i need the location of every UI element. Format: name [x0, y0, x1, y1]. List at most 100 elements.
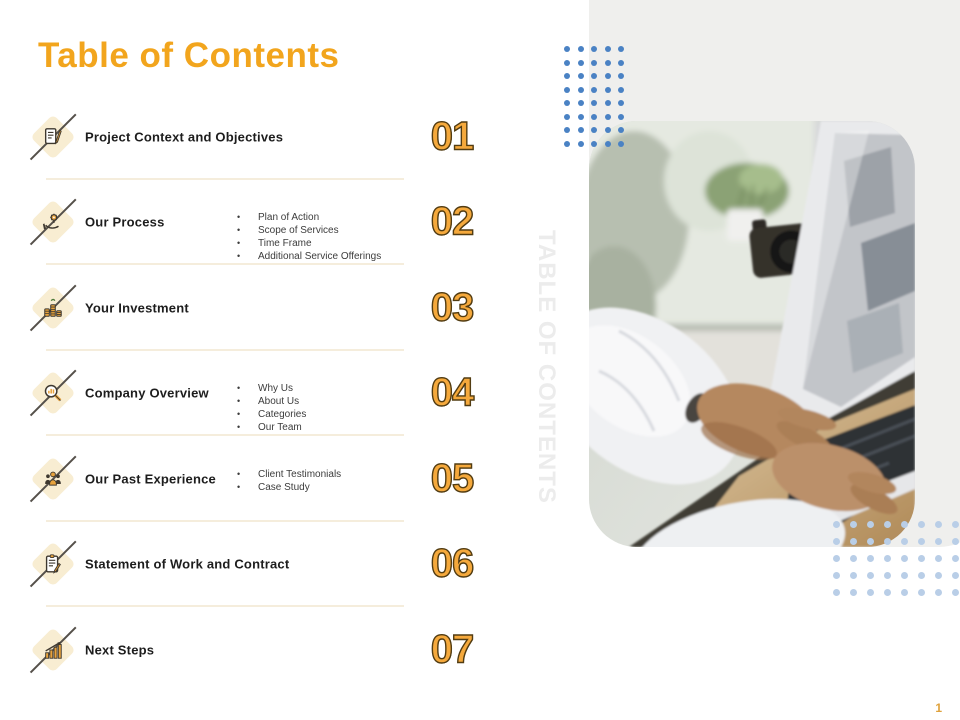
- dot: [591, 100, 597, 106]
- dot: [604, 73, 611, 79]
- item-number: 06: [430, 541, 475, 586]
- dot: [952, 555, 959, 562]
- team-icon: [29, 455, 77, 502]
- dot: [564, 113, 570, 120]
- dot: [618, 46, 624, 52]
- item-number: 05: [430, 456, 475, 501]
- dot: [577, 46, 584, 52]
- dot: [564, 100, 570, 106]
- clipboard-pencil-icon: [29, 113, 77, 160]
- dot: [618, 100, 624, 106]
- dot: [604, 113, 611, 120]
- item-number: 01: [430, 114, 475, 159]
- dot: [918, 521, 925, 528]
- dot: [935, 572, 942, 579]
- dot: [618, 140, 624, 147]
- coin-stacks-icon: [29, 284, 77, 331]
- item-sub-bullets: • Why Us • About Us • Categories • Our Team: [237, 382, 306, 434]
- item-label: Next Steps: [85, 642, 155, 658]
- dot: [850, 589, 857, 596]
- dot: [833, 521, 840, 528]
- growth-bars-icon: [29, 626, 77, 673]
- row-divider: [46, 519, 404, 522]
- contract-pen-icon: [29, 540, 77, 588]
- row-divider: [46, 434, 404, 436]
- dot: [935, 589, 942, 596]
- item-sub-bullets: • Plan of Action • Scope of Services • Time F…: [237, 211, 381, 263]
- row-divider: [46, 263, 404, 265]
- dot: [850, 572, 857, 579]
- dot: [604, 140, 611, 147]
- item-label: Company Overview: [85, 385, 209, 401]
- item-label: Our Process: [85, 214, 165, 230]
- dot: [918, 555, 925, 562]
- dot: [901, 521, 908, 528]
- item-label: Your Investment: [85, 300, 189, 316]
- sub-bullet: • Our Team: [237, 422, 302, 434]
- dot: [884, 555, 891, 562]
- dot: [867, 521, 874, 528]
- dot: [564, 86, 570, 93]
- laptop-photo-illustration: DELL: [589, 121, 915, 547]
- item-number: 02: [430, 199, 475, 244]
- sub-bullet: • Client Testimonials: [237, 468, 342, 480]
- item-number: 04: [430, 370, 475, 415]
- dot: [833, 538, 840, 545]
- item-label: Project Context and Objectives: [85, 129, 284, 145]
- toc-item-06: Statement of Work and Contract 06: [28, 522, 480, 607]
- dot: [577, 59, 584, 66]
- dot: [577, 100, 584, 106]
- dot: [604, 46, 611, 52]
- dot: [833, 589, 840, 596]
- dot: [901, 555, 908, 562]
- dot: [577, 140, 584, 147]
- dot: [618, 127, 624, 133]
- sub-bullet: • Time Frame: [237, 238, 312, 250]
- dot: [867, 555, 874, 562]
- dot: [618, 113, 624, 120]
- dot: [577, 127, 584, 133]
- item-number: 07: [430, 627, 475, 672]
- dot: [564, 127, 570, 133]
- row-divider: [46, 177, 404, 180]
- sub-bullet: • Why Us: [237, 383, 293, 395]
- dot: [591, 113, 597, 120]
- dot: [935, 538, 942, 545]
- dot: [884, 572, 891, 579]
- dot: [884, 521, 891, 528]
- sub-bullet: • Categories: [237, 409, 307, 421]
- page-title: Table of Contents: [38, 36, 340, 75]
- dot: [618, 86, 624, 93]
- row-divider: [46, 348, 404, 351]
- hand-gear-icon: [29, 198, 77, 246]
- dot: [918, 572, 925, 579]
- item-sub-bullets: • Client Testimonials • Case Study: [237, 468, 341, 494]
- dot: [564, 46, 570, 52]
- dot: [591, 140, 597, 147]
- dot: [952, 589, 959, 596]
- dot: [952, 572, 959, 579]
- sub-bullet: • Additional Service Offerings: [237, 251, 382, 263]
- dot: [952, 538, 959, 545]
- dot: [618, 59, 624, 66]
- dot: [884, 589, 891, 596]
- dot: [577, 113, 584, 120]
- dot: [867, 589, 874, 596]
- dot: [901, 589, 908, 596]
- toc-item-01: Project Context and Objectives 01: [28, 94, 480, 180]
- sub-bullet: • About Us: [237, 396, 300, 408]
- dot: [577, 86, 584, 93]
- dot: [918, 538, 925, 545]
- laptop-photo-art: DELL: [589, 121, 915, 547]
- sub-bullet: • Plan of Action: [237, 212, 320, 224]
- dot: [833, 572, 840, 579]
- dot: [591, 127, 597, 133]
- dot: [564, 59, 570, 66]
- item-label: Statement of Work and Contract: [85, 556, 290, 572]
- toc-item-05: Our Past Experience • Client Testimonials •…: [28, 436, 480, 522]
- item-label: Our Past Experience: [85, 471, 216, 487]
- dot: [564, 140, 570, 147]
- dot: [935, 555, 942, 562]
- dot: [901, 538, 908, 545]
